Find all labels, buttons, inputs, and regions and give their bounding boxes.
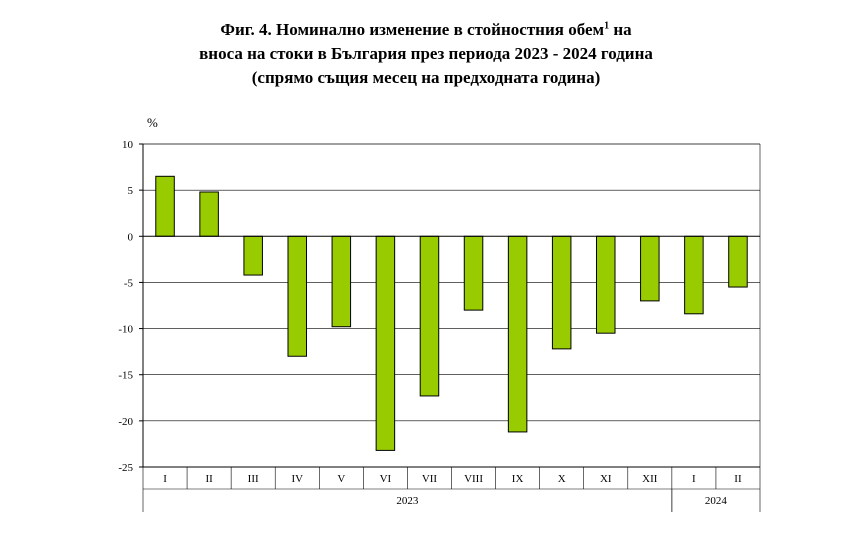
y-tick-label-0: 10 [122, 139, 134, 151]
bar-8 [507, 235, 528, 433]
y-tick-label-4: -10 [118, 324, 133, 336]
bar-11 [640, 235, 660, 302]
title-line-1-end: на [609, 20, 632, 39]
y-unit-label: % [147, 115, 158, 130]
y-tick-label-5: -15 [118, 370, 133, 382]
chart-title: Фиг. 4. Номинално изменение в стойностни… [0, 18, 852, 90]
y-tick-label-3: -5 [124, 277, 134, 289]
bar-4 [331, 235, 352, 328]
bar-7 [463, 235, 484, 311]
bar-0 [155, 175, 175, 237]
footnote-mark: 1 [604, 20, 610, 32]
x-tick-label-2: III [248, 473, 259, 485]
gridlines [143, 143, 760, 468]
x-tick-label-5: VI [380, 473, 392, 485]
axes [142, 143, 761, 512]
year-group-labels: 2023 2024 [396, 495, 727, 507]
y-tick-label-6: -20 [118, 416, 133, 428]
x-tick-label-7: VIII [464, 473, 483, 485]
y-tick-label-2: 0 [128, 231, 134, 243]
bar-13 [728, 235, 748, 288]
bar-12 [684, 235, 704, 315]
x-tick-label-9: X [558, 473, 566, 485]
x-tick-label-13: II [734, 473, 742, 485]
bars [155, 175, 748, 451]
y-tick-label-7: -25 [118, 462, 133, 474]
x-tick-label-8: IX [512, 473, 524, 485]
title-line-2: вноса на стоки в България през периода 2… [199, 44, 653, 63]
group-label-1: 2024 [705, 495, 728, 507]
group-label-0: 2023 [396, 495, 419, 507]
y-tick-label-1: 5 [128, 185, 134, 197]
title-line-3: (спрямо същия месец на предходната годин… [251, 68, 601, 87]
x-tick-label-10: XI [600, 473, 612, 485]
title-line-1: Фиг. 4. Номинално изменение в стойностни… [0, 18, 852, 42]
title-line-1-text: Фиг. 4. Номинално изменение в стойностни… [220, 20, 605, 39]
bar-2 [243, 235, 263, 276]
x-tick-label-11: XII [642, 473, 658, 485]
bar-6 [419, 235, 440, 397]
x-tick-label-4: V [337, 473, 345, 485]
y-tick-labels: 10 5 0 -5 -10 -15 -20 -25 [118, 139, 143, 474]
x-tick-labels: I II III IV V VI VII VIII IX X XI XII I II [163, 473, 742, 485]
x-tick-label-3: IV [291, 473, 303, 485]
bar-1 [199, 191, 219, 237]
x-tick-label-0: I [163, 473, 167, 485]
bar-5 [375, 235, 396, 451]
bar-9 [551, 235, 572, 350]
x-tick-label-6: VII [422, 473, 438, 485]
x-tick-label-12: I [692, 473, 696, 485]
bar-10 [595, 235, 616, 334]
x-tick-label-1: II [205, 473, 213, 485]
bar-3 [287, 235, 308, 357]
